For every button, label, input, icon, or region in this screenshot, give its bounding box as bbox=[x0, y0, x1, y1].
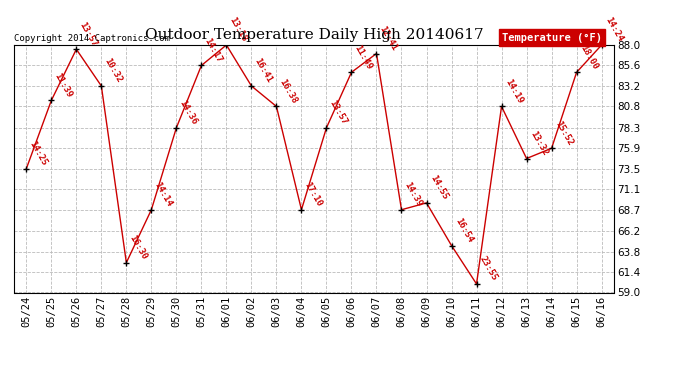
Text: 12:41: 12:41 bbox=[378, 24, 399, 52]
Text: 14:24: 14:24 bbox=[603, 16, 624, 44]
Text: 13:18: 13:18 bbox=[228, 16, 249, 44]
Text: 14:25: 14:25 bbox=[28, 140, 49, 167]
Text: 16:41: 16:41 bbox=[253, 57, 274, 85]
Text: 14:19: 14:19 bbox=[503, 77, 524, 105]
Text: 14:36: 14:36 bbox=[178, 99, 199, 126]
Text: 11:49: 11:49 bbox=[353, 43, 374, 71]
Text: 17:10: 17:10 bbox=[303, 180, 324, 209]
Text: 23:55: 23:55 bbox=[478, 255, 499, 283]
Text: 13:57: 13:57 bbox=[78, 20, 99, 48]
Text: 11:39: 11:39 bbox=[52, 71, 74, 99]
Text: 14:55: 14:55 bbox=[428, 174, 449, 201]
Text: 16:38: 16:38 bbox=[278, 77, 299, 105]
Text: Copyright 2014 Captronics.com: Copyright 2014 Captronics.com bbox=[14, 33, 170, 42]
Text: 18:00: 18:00 bbox=[578, 43, 599, 71]
Text: 15:52: 15:52 bbox=[553, 119, 574, 147]
Text: 14:14: 14:14 bbox=[152, 180, 174, 209]
Text: 16:30: 16:30 bbox=[128, 234, 149, 261]
Text: 13:32: 13:32 bbox=[528, 129, 549, 157]
Text: Temperature (°F): Temperature (°F) bbox=[502, 33, 602, 42]
Text: 14:39: 14:39 bbox=[403, 180, 424, 209]
Text: 13:57: 13:57 bbox=[328, 99, 349, 126]
Title: Outdoor Temperature Daily High 20140617: Outdoor Temperature Daily High 20140617 bbox=[145, 28, 483, 42]
Text: 14:17: 14:17 bbox=[203, 36, 224, 64]
Text: 10:32: 10:32 bbox=[103, 57, 124, 85]
Text: 16:54: 16:54 bbox=[453, 216, 474, 244]
